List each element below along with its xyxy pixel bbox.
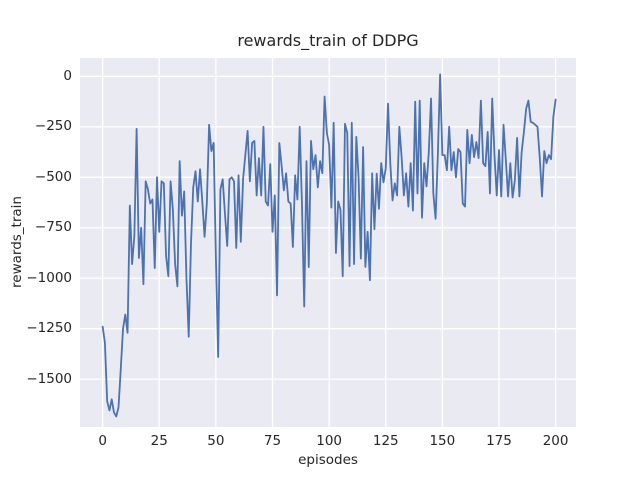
y-tick-label: −250	[34, 118, 72, 135]
x-tick-label: 150	[429, 433, 456, 449]
x-tick-label: 50	[207, 433, 225, 449]
x-tick-label: 75	[263, 433, 282, 449]
reward-series-line	[101, 73, 557, 417]
chart-title: rewards_train of DDPG	[237, 31, 419, 50]
x-tick-label: 200	[542, 433, 569, 449]
y-tick-label: 0	[63, 67, 72, 84]
x-tick-label: 0	[98, 433, 107, 449]
plot-area	[80, 57, 576, 428]
x-tick-label: 25	[150, 433, 168, 449]
y-tick-label: −500	[34, 168, 72, 185]
y-tick-label: −1000	[26, 269, 72, 286]
x-tick-label: 100	[316, 433, 343, 449]
y-tick-label: −750	[34, 219, 72, 236]
y-tick-label: −1500	[26, 370, 72, 387]
x-tick-label: 125	[372, 433, 399, 449]
line-chart	[80, 57, 576, 428]
x-tick-label: 175	[486, 433, 512, 449]
x-axis-label: episodes	[298, 452, 358, 468]
y-tick-label: −1250	[26, 320, 72, 337]
